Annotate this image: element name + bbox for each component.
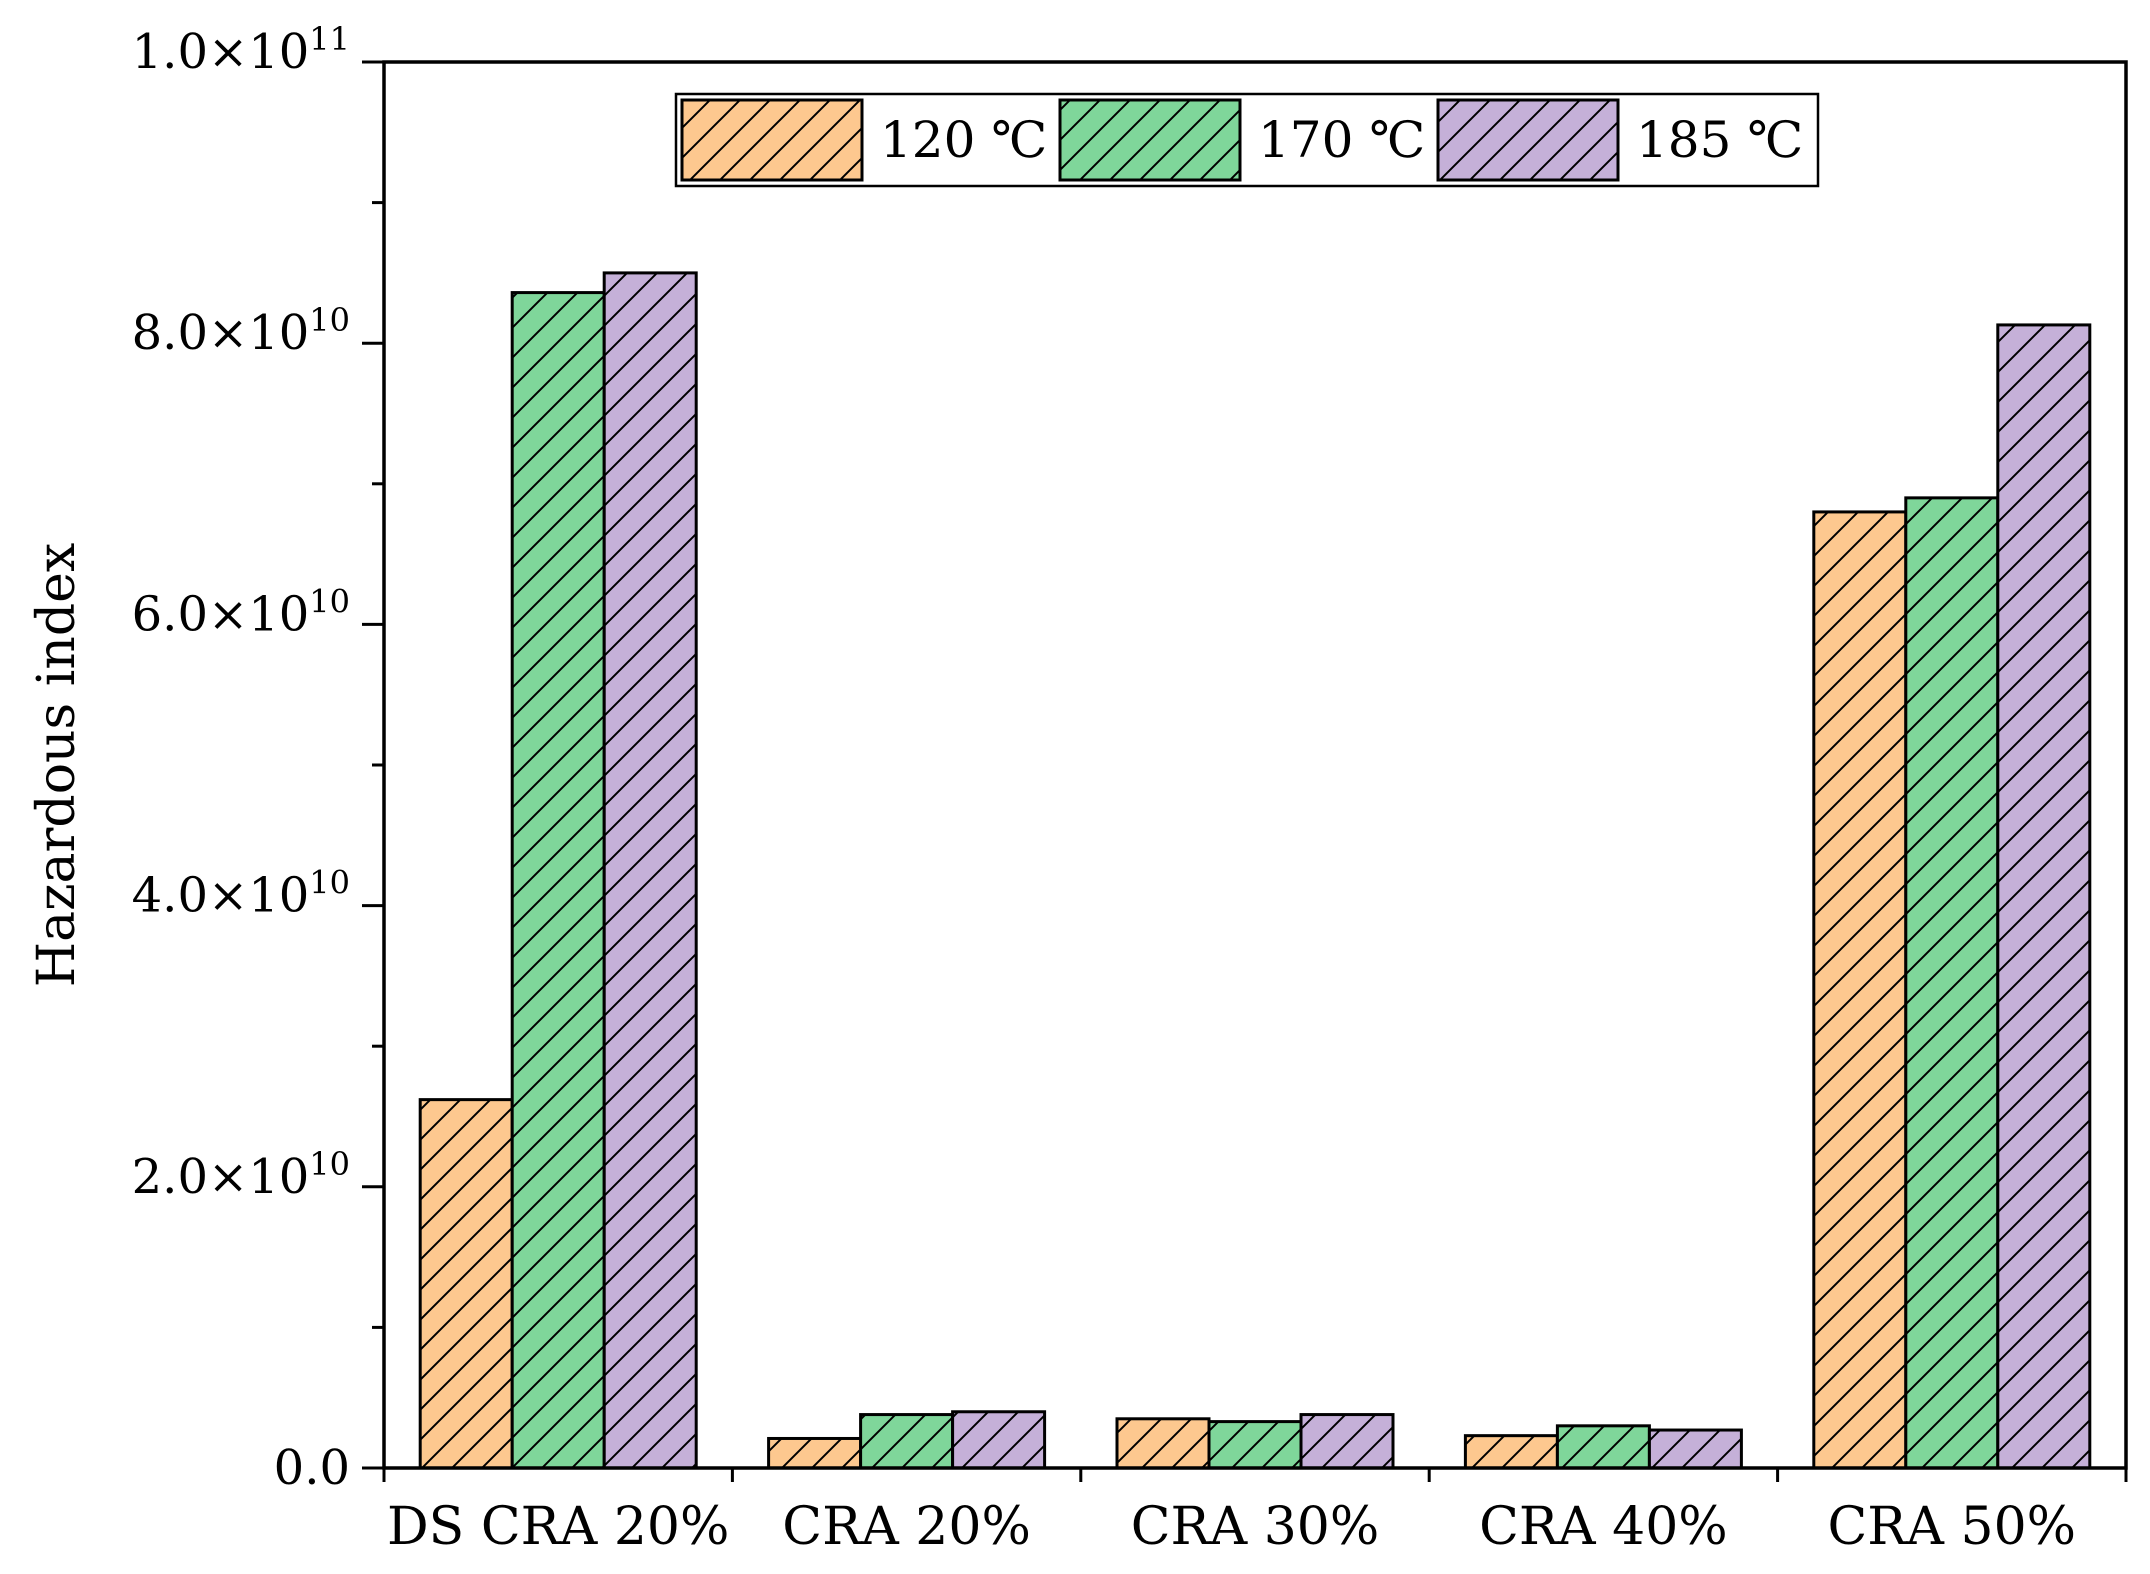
y-tick-label: 8.0×1010	[132, 301, 350, 361]
bar	[510, 291, 606, 1470]
bar-outline	[1207, 1420, 1303, 1470]
legend-label: 185 ℃	[1636, 111, 1803, 169]
bar	[767, 1436, 863, 1470]
legend-swatch-outline	[680, 98, 864, 182]
bar-outline	[951, 1410, 1047, 1470]
bar-outline	[1904, 496, 2000, 1470]
bar-outline	[1115, 1417, 1211, 1470]
legend-entry: 185 ℃	[1436, 98, 1803, 182]
legend-label: 170 ℃	[1258, 111, 1425, 169]
legend-entry: 170 ℃	[1058, 98, 1425, 182]
bar-outline	[602, 271, 698, 1470]
bar-outline	[1555, 1424, 1651, 1470]
bar	[418, 1098, 514, 1470]
legend-swatch-outline	[1436, 98, 1620, 182]
legend-label: 120 ℃	[880, 111, 1047, 169]
bar-outline	[1996, 323, 2092, 1470]
bar	[1207, 1420, 1303, 1470]
axes-layer: 0.0 2.0×1010 4.0×1010 6.0×1010 8.0×1010 1.0×1…	[27, 20, 2128, 1557]
bar	[1555, 1424, 1651, 1470]
x-tick-label: CRA 40%	[1479, 1497, 1728, 1557]
bar-outline	[1647, 1428, 1743, 1470]
bar-outline	[767, 1436, 863, 1470]
legend: 120 ℃ 170 ℃ 185 ℃	[674, 92, 1820, 188]
legend-swatch-outline	[1058, 98, 1242, 182]
y-axis-title: Hazardous index	[27, 543, 87, 987]
y-tick-label: 0.0	[274, 1440, 350, 1496]
legend-box	[674, 92, 1820, 188]
bar-outline	[418, 1098, 514, 1470]
bar-outline	[859, 1413, 955, 1470]
legend-entry: 120 ℃	[680, 98, 1047, 182]
bar	[1299, 1413, 1395, 1470]
bar	[1904, 496, 2000, 1470]
bars-layer	[418, 271, 2092, 1470]
y-tick-label: 2.0×1010	[132, 1145, 350, 1205]
bar	[951, 1410, 1047, 1470]
bar-outline	[1299, 1413, 1395, 1470]
bar	[859, 1413, 955, 1470]
bar-outline	[1463, 1434, 1559, 1470]
x-tick-label: CRA 20%	[782, 1497, 1031, 1557]
bar-outline	[510, 291, 606, 1470]
y-tick-label: 6.0×1010	[132, 582, 350, 642]
x-tick-label: DS CRA 20%	[387, 1497, 729, 1557]
bar	[1812, 510, 1908, 1470]
bar	[1115, 1417, 1211, 1470]
bar	[1463, 1434, 1559, 1470]
bar-outline	[1812, 510, 1908, 1470]
y-tick-label: 4.0×1010	[132, 864, 350, 924]
bar	[602, 271, 698, 1470]
bar	[1647, 1428, 1743, 1470]
y-tick-label: 1.0×1011	[132, 20, 350, 80]
bar	[1996, 323, 2092, 1470]
x-tick-label: CRA 30%	[1131, 1497, 1380, 1557]
x-tick-label: CRA 50%	[1827, 1497, 2076, 1557]
